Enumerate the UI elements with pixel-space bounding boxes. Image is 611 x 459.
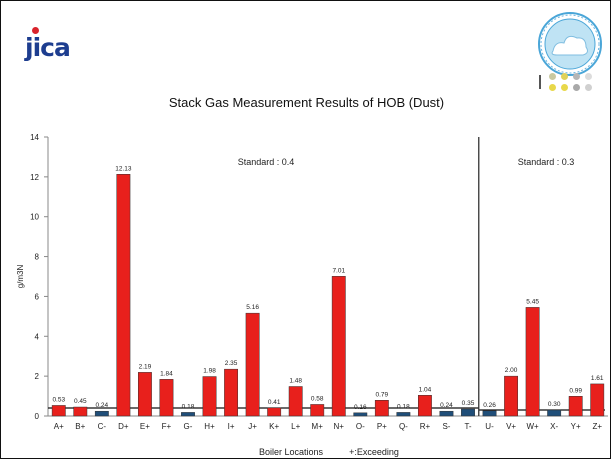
data-label: 0.26 [483, 402, 496, 409]
x-tick-label: Z+ [592, 422, 602, 431]
x-tick-label: T- [464, 422, 471, 431]
x-tick-label: V+ [506, 422, 516, 431]
jica-logo-text: jica [25, 33, 71, 62]
x-tick-label: J+ [248, 422, 257, 431]
emblem-logo-icon [538, 12, 602, 76]
data-label: 1.48 [289, 378, 302, 385]
x-tick-label: P+ [377, 422, 387, 431]
bar [504, 375, 519, 417]
bar [51, 405, 66, 417]
y-tick-label: 0 [35, 412, 40, 421]
chart-title: Stack Gas Measurement Results of HOB (Du… [168, 95, 445, 110]
bar [547, 409, 562, 417]
x-tick-label: O- [356, 422, 365, 431]
data-label: 2.00 [505, 367, 518, 374]
data-label: 0.18 [397, 403, 410, 410]
bar [267, 407, 282, 417]
logo-dot-icon [32, 27, 39, 34]
bar [482, 410, 497, 417]
x-tick-label: F+ [162, 422, 172, 431]
x-tick-label: Y+ [571, 422, 581, 431]
y-tick-label: 14 [30, 133, 39, 142]
x-tick-label: G- [184, 422, 193, 431]
data-label: 0.18 [182, 403, 195, 410]
jica-logo: jica [25, 27, 71, 62]
data-label: 0.16 [354, 404, 367, 411]
x-tick-label: C- [98, 422, 107, 431]
bar [461, 408, 475, 417]
data-label: 0.53 [52, 396, 65, 403]
data-label: 5.16 [246, 304, 259, 311]
data-label: 0.24 [96, 402, 109, 409]
data-label: 7.01 [332, 267, 345, 274]
bar [73, 406, 88, 417]
data-label: 0.45 [74, 398, 87, 405]
legend-note: +:Exceeding [349, 447, 399, 457]
data-label: 1.84 [160, 370, 173, 377]
data-label: 0.41 [268, 399, 281, 406]
x-tick-label: R+ [420, 422, 431, 431]
x-tick-label: D+ [118, 422, 129, 431]
data-label: 2.35 [225, 360, 238, 367]
data-label: 2.19 [139, 363, 152, 370]
bar [288, 386, 303, 417]
data-label: 1.61 [591, 375, 604, 382]
y-tick-label: 2 [35, 372, 40, 381]
y-tick-label: 6 [35, 292, 40, 301]
bar [568, 396, 583, 417]
x-tick-label: L+ [291, 422, 300, 431]
x-tick-label: W+ [526, 422, 539, 431]
bar [202, 376, 217, 417]
data-label: 1.98 [203, 368, 216, 375]
bar [181, 412, 195, 417]
y-tick-label: 10 [30, 213, 39, 222]
x-tick-label: N+ [334, 422, 345, 431]
bar [590, 383, 605, 417]
x-tick-label: S- [442, 422, 450, 431]
x-tick-label: I+ [228, 422, 235, 431]
y-tick-label: 4 [35, 332, 40, 341]
y-tick-label: 12 [30, 173, 39, 182]
bar [245, 312, 260, 417]
bar [159, 379, 174, 417]
y-axis-label: g/m3N [16, 264, 25, 288]
bar [116, 174, 131, 417]
data-label: 0.99 [569, 387, 582, 394]
bar [417, 395, 432, 417]
bar [525, 307, 540, 417]
data-label: 0.79 [376, 391, 389, 398]
x-tick-label: H+ [204, 422, 215, 431]
decorative-dots [539, 73, 605, 95]
x-tick-label: K+ [269, 422, 279, 431]
data-label: 0.24 [440, 402, 453, 409]
x-tick-label: A+ [54, 422, 64, 431]
data-label: 0.58 [311, 395, 324, 402]
data-label: 12.13 [115, 165, 132, 172]
bar [224, 368, 239, 417]
bar [374, 400, 389, 417]
data-label: 5.45 [526, 298, 539, 305]
bar [396, 412, 411, 417]
bar [331, 276, 346, 417]
data-label: 0.35 [462, 400, 475, 407]
bar [353, 412, 368, 417]
standard-label: Standard : 0.3 [518, 157, 575, 167]
x-tick-label: E+ [140, 422, 150, 431]
bar [310, 404, 325, 417]
x-tick-label: X- [550, 422, 558, 431]
bar [94, 410, 109, 417]
data-label: 0.30 [548, 401, 561, 408]
x-axis-label: Boiler Locations [259, 447, 324, 457]
x-tick-label: M+ [312, 422, 324, 431]
standard-label: Standard : 0.4 [238, 157, 295, 167]
x-tick-label: U- [485, 422, 494, 431]
bar [439, 410, 454, 417]
bar [137, 372, 152, 417]
data-label: 1.04 [419, 386, 432, 393]
x-tick-label: B+ [75, 422, 85, 431]
x-tick-label: Q- [399, 422, 408, 431]
y-tick-label: 8 [35, 253, 40, 262]
